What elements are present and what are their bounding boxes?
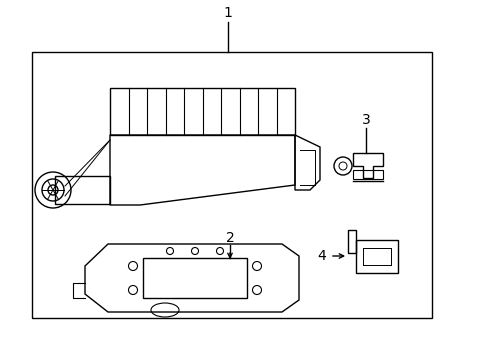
Text: 1: 1 bbox=[223, 6, 232, 20]
Text: 3: 3 bbox=[361, 113, 369, 127]
Text: 2: 2 bbox=[225, 231, 234, 245]
Text: 4: 4 bbox=[317, 249, 325, 263]
